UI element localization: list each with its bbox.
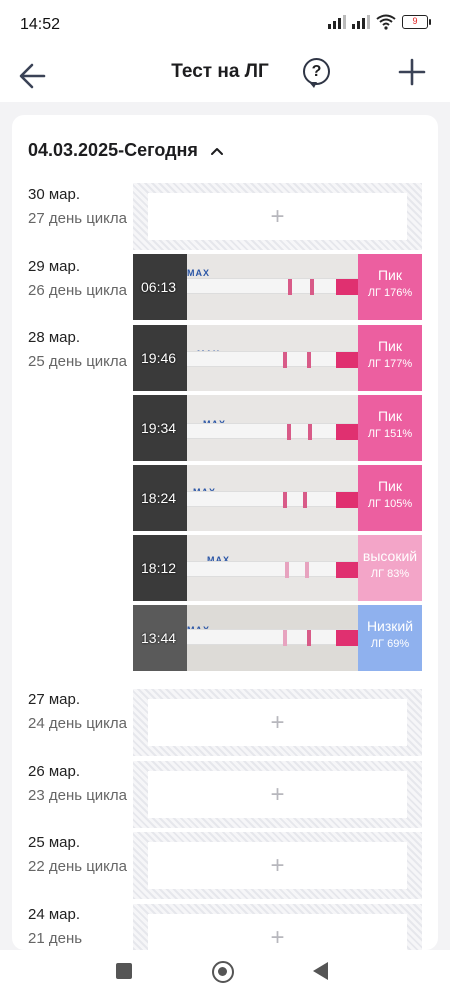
result-label: высокий bbox=[362, 548, 418, 564]
result-badge: Пик ЛГ 176% bbox=[358, 254, 422, 320]
test-strip-photo: MAX MAX 18:12 bbox=[133, 535, 358, 601]
add-test-slot[interactable]: + bbox=[133, 904, 422, 950]
lh-value: ЛГ 151% bbox=[367, 428, 413, 440]
day-label: 24 мар. 21 день bbox=[28, 903, 132, 950]
help-icon[interactable]: ? bbox=[303, 58, 330, 88]
tests-card: 04.03.2025-Сегодня 30 мар. 27 день цикла… bbox=[12, 115, 438, 950]
day-label: 27 мар. 24 день цикла bbox=[28, 688, 132, 736]
page-title: Тест на ЛГ bbox=[171, 61, 269, 82]
system-nav-bar bbox=[0, 950, 450, 1000]
day-cycle: 26 день цикла bbox=[28, 282, 128, 299]
status-bar: 14:52 9 bbox=[0, 0, 450, 50]
test-time: 18:12 bbox=[141, 560, 177, 576]
plus-icon: + bbox=[148, 914, 407, 950]
signal-icon bbox=[328, 15, 346, 29]
day-cycle: 27 день цикла bbox=[28, 210, 128, 227]
result-label: Пик bbox=[377, 408, 402, 424]
day-label: 25 мар. 22 день цикла bbox=[28, 831, 132, 879]
day-label: 30 мар. 27 день цикла bbox=[28, 183, 132, 231]
result-badge: Низкий ЛГ 69% bbox=[358, 605, 422, 671]
result-badge: высокий ЛГ 83% bbox=[358, 535, 422, 601]
battery-icon: 9 bbox=[402, 15, 431, 29]
recents-icon[interactable] bbox=[116, 963, 132, 979]
test-row[interactable]: MAX 19:34 Пик ЛГ 151% bbox=[133, 395, 422, 461]
app-header: Тест на ЛГ ? bbox=[0, 50, 450, 102]
day-label: 29 мар. 26 день цикла bbox=[28, 255, 132, 303]
day-cycle: 24 день цикла bbox=[28, 715, 128, 732]
plus-icon: + bbox=[148, 699, 407, 746]
wifi-icon bbox=[376, 14, 396, 30]
add-test-slot[interactable]: + bbox=[133, 832, 422, 899]
system-icons: 9 bbox=[328, 14, 431, 30]
test-strip-photo: MAX 19:46 bbox=[133, 325, 358, 391]
period-label: 04.03.2025-Сегодня bbox=[28, 140, 198, 160]
day-date: 24 мар. bbox=[28, 906, 81, 923]
chevron-up-icon bbox=[210, 147, 223, 155]
result-label: Пик bbox=[377, 267, 402, 283]
add-test-slot[interactable]: + bbox=[133, 761, 422, 828]
plus-icon: + bbox=[148, 842, 407, 889]
test-row[interactable]: MAX 19:46 Пик ЛГ 177% bbox=[133, 325, 422, 391]
result-badge: Пик ЛГ 177% bbox=[358, 325, 422, 391]
lh-value: ЛГ 177% bbox=[367, 358, 413, 370]
lh-value: ЛГ 176% bbox=[367, 287, 413, 299]
back-arrow-icon[interactable] bbox=[14, 56, 54, 96]
test-time: 06:13 bbox=[141, 279, 177, 295]
test-strip-photo: MAX MAX 18:24 bbox=[133, 465, 358, 531]
home-icon[interactable] bbox=[212, 961, 234, 983]
lh-value: ЛГ 83% bbox=[370, 568, 410, 580]
plus-icon: + bbox=[148, 771, 407, 818]
result-label: Пик bbox=[377, 338, 402, 354]
test-row[interactable]: MAX MAX 06:13 Пик ЛГ 176% bbox=[133, 254, 422, 320]
day-cycle: 22 день цикла bbox=[28, 858, 128, 875]
signal-icon-2 bbox=[352, 15, 370, 29]
day-cycle: 25 день цикла bbox=[28, 353, 128, 370]
test-row[interactable]: MAX MAX 18:12 высокий ЛГ 83% bbox=[133, 535, 422, 601]
test-strip-photo: MAX 19:34 bbox=[133, 395, 358, 461]
add-test-slot[interactable]: + bbox=[133, 689, 422, 756]
test-row[interactable]: MAX MAX 18:24 Пик ЛГ 105% bbox=[133, 465, 422, 531]
day-date: 29 мар. bbox=[28, 258, 81, 275]
lh-value: ЛГ 105% bbox=[367, 498, 413, 510]
test-strip-photo: MAX 13:44 bbox=[133, 605, 358, 671]
add-test-slot[interactable]: + bbox=[133, 183, 422, 250]
test-time: 19:34 bbox=[141, 420, 177, 436]
plus-icon: + bbox=[148, 193, 407, 240]
day-date: 25 мар. bbox=[28, 834, 81, 851]
test-row[interactable]: MAX 13:44 Низкий ЛГ 69% bbox=[133, 605, 422, 671]
test-time: 19:46 bbox=[141, 350, 177, 366]
day-date: 28 мар. bbox=[28, 329, 81, 346]
test-time: 18:24 bbox=[141, 490, 177, 506]
day-date: 27 мар. bbox=[28, 691, 81, 708]
day-label: 26 мар. 23 день цикла bbox=[28, 760, 132, 808]
period-toggle[interactable]: 04.03.2025-Сегодня bbox=[28, 140, 224, 161]
result-badge: Пик ЛГ 151% bbox=[358, 395, 422, 461]
result-badge: Пик ЛГ 105% bbox=[358, 465, 422, 531]
test-strip-photo: MAX MAX 06:13 bbox=[133, 254, 358, 320]
day-label: 28 мар. 25 день цикла bbox=[28, 326, 132, 374]
lh-value: ЛГ 69% bbox=[370, 638, 410, 650]
clock: 14:52 bbox=[20, 16, 61, 33]
day-date: 26 мар. bbox=[28, 763, 81, 780]
day-cycle: 23 день цикла bbox=[28, 787, 128, 804]
day-cycle: 21 день bbox=[28, 930, 83, 947]
day-date: 30 мар. bbox=[28, 186, 81, 203]
test-time: 13:44 bbox=[141, 630, 177, 646]
result-label: Пик bbox=[377, 478, 402, 494]
back-triangle-icon[interactable] bbox=[313, 962, 328, 980]
add-icon[interactable] bbox=[396, 56, 428, 88]
result-label: Низкий bbox=[366, 618, 414, 634]
